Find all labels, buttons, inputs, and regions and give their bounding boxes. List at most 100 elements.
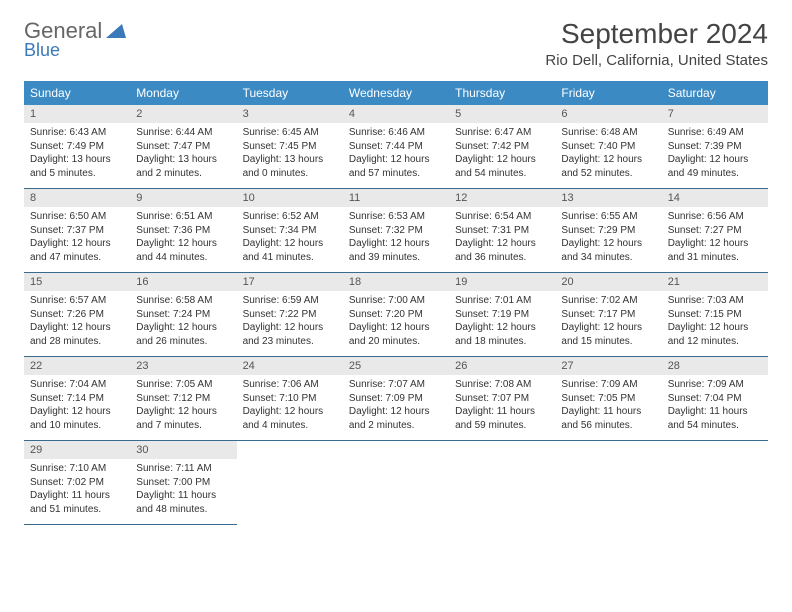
sunrise-text: Sunrise: 6:51 AM <box>136 210 230 224</box>
sunrise-text: Sunrise: 6:46 AM <box>349 126 443 140</box>
day-cell: 12Sunrise: 6:54 AMSunset: 7:31 PMDayligh… <box>449 189 555 273</box>
day-details: Sunrise: 7:07 AMSunset: 7:09 PMDaylight:… <box>343 375 449 440</box>
sunset-text: Sunset: 7:17 PM <box>561 308 655 322</box>
day-number: 14 <box>662 189 768 207</box>
day-details: Sunrise: 6:47 AMSunset: 7:42 PMDaylight:… <box>449 123 555 188</box>
day-number: 5 <box>449 105 555 123</box>
day-cell: 25Sunrise: 7:07 AMSunset: 7:09 PMDayligh… <box>343 357 449 441</box>
day-details: Sunrise: 7:09 AMSunset: 7:04 PMDaylight:… <box>662 375 768 440</box>
sunrise-text: Sunrise: 7:09 AM <box>561 378 655 392</box>
sunset-text: Sunset: 7:12 PM <box>136 392 230 406</box>
week-row: 15Sunrise: 6:57 AMSunset: 7:26 PMDayligh… <box>24 273 768 357</box>
sunset-text: Sunset: 7:05 PM <box>561 392 655 406</box>
col-friday: Friday <box>555 81 661 105</box>
day-cell: 6Sunrise: 6:48 AMSunset: 7:40 PMDaylight… <box>555 105 661 189</box>
day-cell <box>449 441 555 525</box>
sunset-text: Sunset: 7:20 PM <box>349 308 443 322</box>
day-number: 15 <box>24 273 130 291</box>
sunrise-text: Sunrise: 7:00 AM <box>349 294 443 308</box>
daylight-text: Daylight: 12 hours and 10 minutes. <box>30 405 124 432</box>
sunrise-text: Sunrise: 7:05 AM <box>136 378 230 392</box>
sunset-text: Sunset: 7:04 PM <box>668 392 762 406</box>
sunset-text: Sunset: 7:24 PM <box>136 308 230 322</box>
sunrise-text: Sunrise: 6:55 AM <box>561 210 655 224</box>
day-cell: 11Sunrise: 6:53 AMSunset: 7:32 PMDayligh… <box>343 189 449 273</box>
daylight-text: Daylight: 13 hours and 5 minutes. <box>30 153 124 180</box>
day-details: Sunrise: 7:05 AMSunset: 7:12 PMDaylight:… <box>130 375 236 440</box>
day-details: Sunrise: 7:02 AMSunset: 7:17 PMDaylight:… <box>555 291 661 356</box>
daylight-text: Daylight: 12 hours and 57 minutes. <box>349 153 443 180</box>
week-row: 29Sunrise: 7:10 AMSunset: 7:02 PMDayligh… <box>24 441 768 525</box>
sunset-text: Sunset: 7:27 PM <box>668 224 762 238</box>
daylight-text: Daylight: 11 hours and 48 minutes. <box>136 489 230 516</box>
day-details: Sunrise: 6:53 AMSunset: 7:32 PMDaylight:… <box>343 207 449 272</box>
daylight-text: Daylight: 12 hours and 20 minutes. <box>349 321 443 348</box>
col-saturday: Saturday <box>662 81 768 105</box>
day-details: Sunrise: 7:01 AMSunset: 7:19 PMDaylight:… <box>449 291 555 356</box>
day-details: Sunrise: 7:06 AMSunset: 7:10 PMDaylight:… <box>237 375 343 440</box>
day-cell: 30Sunrise: 7:11 AMSunset: 7:00 PMDayligh… <box>130 441 236 525</box>
sunset-text: Sunset: 7:10 PM <box>243 392 337 406</box>
day-details: Sunrise: 6:59 AMSunset: 7:22 PMDaylight:… <box>237 291 343 356</box>
day-number: 28 <box>662 357 768 375</box>
sunset-text: Sunset: 7:39 PM <box>668 140 762 154</box>
daylight-text: Daylight: 11 hours and 54 minutes. <box>668 405 762 432</box>
day-cell: 3Sunrise: 6:45 AMSunset: 7:45 PMDaylight… <box>237 105 343 189</box>
calendar-table: Sunday Monday Tuesday Wednesday Thursday… <box>24 81 768 525</box>
day-details: Sunrise: 6:50 AMSunset: 7:37 PMDaylight:… <box>24 207 130 272</box>
col-wednesday: Wednesday <box>343 81 449 105</box>
day-number: 19 <box>449 273 555 291</box>
day-number: 11 <box>343 189 449 207</box>
logo-accent-text: Blue <box>24 40 60 61</box>
sunset-text: Sunset: 7:47 PM <box>136 140 230 154</box>
day-details: Sunrise: 7:10 AMSunset: 7:02 PMDaylight:… <box>24 459 130 524</box>
location: Rio Dell, California, United States <box>545 52 768 69</box>
day-cell: 29Sunrise: 7:10 AMSunset: 7:02 PMDayligh… <box>24 441 130 525</box>
daylight-text: Daylight: 13 hours and 0 minutes. <box>243 153 337 180</box>
sunrise-text: Sunrise: 7:01 AM <box>455 294 549 308</box>
sunset-text: Sunset: 7:07 PM <box>455 392 549 406</box>
day-number: 22 <box>24 357 130 375</box>
day-details: Sunrise: 7:03 AMSunset: 7:15 PMDaylight:… <box>662 291 768 356</box>
triangle-icon <box>106 18 126 44</box>
daylight-text: Daylight: 13 hours and 2 minutes. <box>136 153 230 180</box>
sunset-text: Sunset: 7:40 PM <box>561 140 655 154</box>
day-details: Sunrise: 6:55 AMSunset: 7:29 PMDaylight:… <box>555 207 661 272</box>
day-cell: 4Sunrise: 6:46 AMSunset: 7:44 PMDaylight… <box>343 105 449 189</box>
col-monday: Monday <box>130 81 236 105</box>
sunrise-text: Sunrise: 7:09 AM <box>668 378 762 392</box>
day-cell: 10Sunrise: 6:52 AMSunset: 7:34 PMDayligh… <box>237 189 343 273</box>
col-tuesday: Tuesday <box>237 81 343 105</box>
sunrise-text: Sunrise: 6:49 AM <box>668 126 762 140</box>
sunset-text: Sunset: 7:00 PM <box>136 476 230 490</box>
col-thursday: Thursday <box>449 81 555 105</box>
day-cell <box>662 441 768 525</box>
day-cell: 27Sunrise: 7:09 AMSunset: 7:05 PMDayligh… <box>555 357 661 441</box>
sunrise-text: Sunrise: 7:02 AM <box>561 294 655 308</box>
calendar-body: 1Sunrise: 6:43 AMSunset: 7:49 PMDaylight… <box>24 105 768 525</box>
sunset-text: Sunset: 7:42 PM <box>455 140 549 154</box>
daylight-text: Daylight: 11 hours and 56 minutes. <box>561 405 655 432</box>
sunset-text: Sunset: 7:32 PM <box>349 224 443 238</box>
sunset-text: Sunset: 7:37 PM <box>30 224 124 238</box>
day-number: 16 <box>130 273 236 291</box>
sunrise-text: Sunrise: 7:08 AM <box>455 378 549 392</box>
day-number: 4 <box>343 105 449 123</box>
daylight-text: Daylight: 11 hours and 51 minutes. <box>30 489 124 516</box>
sunrise-text: Sunrise: 6:54 AM <box>455 210 549 224</box>
sunrise-text: Sunrise: 6:59 AM <box>243 294 337 308</box>
sunset-text: Sunset: 7:36 PM <box>136 224 230 238</box>
day-cell: 16Sunrise: 6:58 AMSunset: 7:24 PMDayligh… <box>130 273 236 357</box>
day-number: 9 <box>130 189 236 207</box>
sunrise-text: Sunrise: 7:06 AM <box>243 378 337 392</box>
day-cell: 28Sunrise: 7:09 AMSunset: 7:04 PMDayligh… <box>662 357 768 441</box>
day-number: 3 <box>237 105 343 123</box>
daylight-text: Daylight: 12 hours and 31 minutes. <box>668 237 762 264</box>
day-cell: 13Sunrise: 6:55 AMSunset: 7:29 PMDayligh… <box>555 189 661 273</box>
day-cell: 2Sunrise: 6:44 AMSunset: 7:47 PMDaylight… <box>130 105 236 189</box>
daylight-text: Daylight: 12 hours and 2 minutes. <box>349 405 443 432</box>
daylight-text: Daylight: 12 hours and 7 minutes. <box>136 405 230 432</box>
sunrise-text: Sunrise: 7:04 AM <box>30 378 124 392</box>
daylight-text: Daylight: 11 hours and 59 minutes. <box>455 405 549 432</box>
day-cell: 23Sunrise: 7:05 AMSunset: 7:12 PMDayligh… <box>130 357 236 441</box>
